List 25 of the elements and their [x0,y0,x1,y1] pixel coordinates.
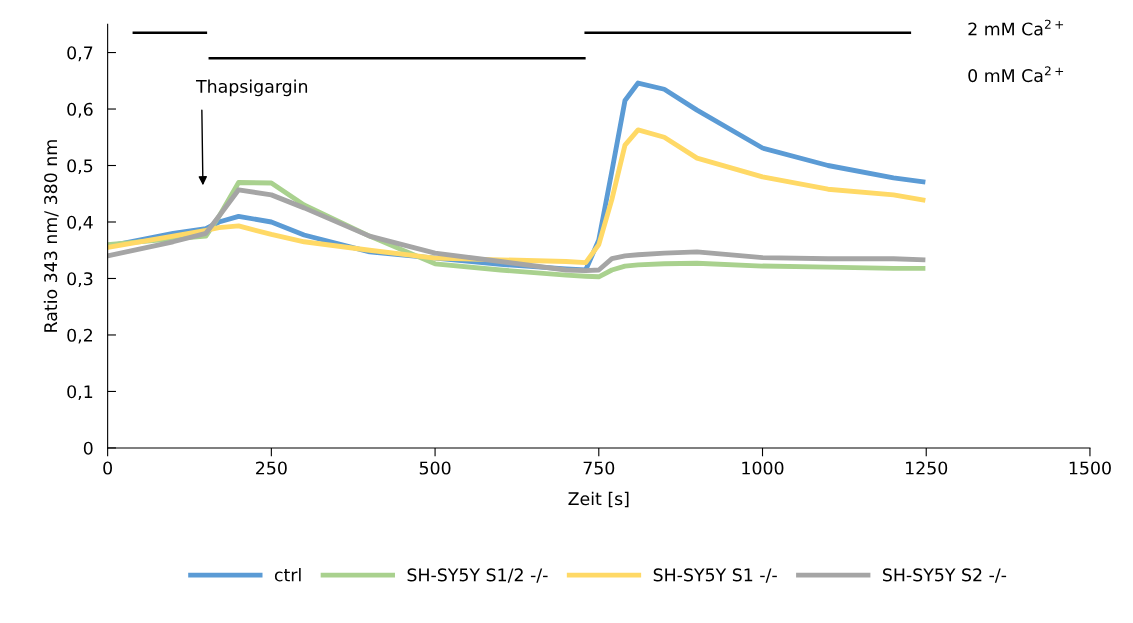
x-tick-label: 750 [583,461,615,475]
y-tick-label: 0,4 [67,215,93,231]
legend-label: SH-SY5Y S1/2 -/- [407,568,548,583]
legend-label: SH-SY5Y S2 -/- [883,568,1007,583]
y-tick-label: 0,2 [67,328,93,344]
x-tick-label: 0 [103,461,113,475]
y-axis-title: Ratio 343 nm/ 380 nm [43,140,59,332]
line-series [107,127,926,266]
y-tick-label: 0,6 [67,102,93,118]
y-tick-label: 0,7 [67,46,93,62]
y-tick-label: 0 [83,441,93,455]
annotation: 2 mM Ca$^{2+}$ [968,19,1064,36]
y-tick-label: 0,1 [67,385,93,401]
x-axis-title: Zeit [s] [568,491,629,508]
x-tick-label: 500 [419,461,451,475]
x-tick-label: 1500 [1069,461,1111,475]
x-tick-label: 1250 [906,461,948,475]
y-tick-label: 0,3 [67,272,93,288]
y-tick-label: 0,5 [67,159,93,175]
legend-label: SH-SY5Y S1 -/- [653,568,777,583]
annotation: 0 mM Ca$^{2+}$ [968,66,1064,83]
legend-label: ctrl [274,568,301,582]
x-tick-label: 250 [256,461,287,475]
annotation: Thapsigargin [195,79,308,97]
x-tick-label: 1000 [742,461,784,475]
